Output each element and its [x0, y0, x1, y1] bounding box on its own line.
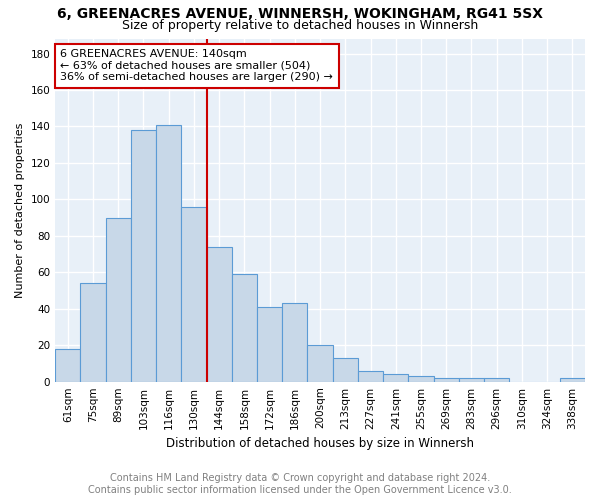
X-axis label: Distribution of detached houses by size in Winnersh: Distribution of detached houses by size …: [166, 437, 474, 450]
Text: Contains HM Land Registry data © Crown copyright and database right 2024.
Contai: Contains HM Land Registry data © Crown c…: [88, 474, 512, 495]
Bar: [55, 349, 80, 382]
Bar: [131, 130, 156, 382]
Bar: [156, 124, 181, 382]
Bar: [80, 284, 106, 382]
Bar: [332, 358, 358, 382]
Bar: [307, 345, 332, 382]
Bar: [409, 376, 434, 382]
Bar: [358, 370, 383, 382]
Bar: [181, 206, 206, 382]
Bar: [434, 378, 459, 382]
Text: 6 GREENACRES AVENUE: 140sqm
← 63% of detached houses are smaller (504)
36% of se: 6 GREENACRES AVENUE: 140sqm ← 63% of det…: [61, 50, 334, 82]
Bar: [282, 304, 307, 382]
Bar: [560, 378, 585, 382]
Y-axis label: Number of detached properties: Number of detached properties: [15, 122, 25, 298]
Bar: [459, 378, 484, 382]
Bar: [383, 374, 409, 382]
Bar: [257, 307, 282, 382]
Bar: [106, 218, 131, 382]
Bar: [484, 378, 509, 382]
Text: 6, GREENACRES AVENUE, WINNERSH, WOKINGHAM, RG41 5SX: 6, GREENACRES AVENUE, WINNERSH, WOKINGHA…: [57, 8, 543, 22]
Bar: [206, 247, 232, 382]
Text: Size of property relative to detached houses in Winnersh: Size of property relative to detached ho…: [122, 18, 478, 32]
Bar: [232, 274, 257, 382]
